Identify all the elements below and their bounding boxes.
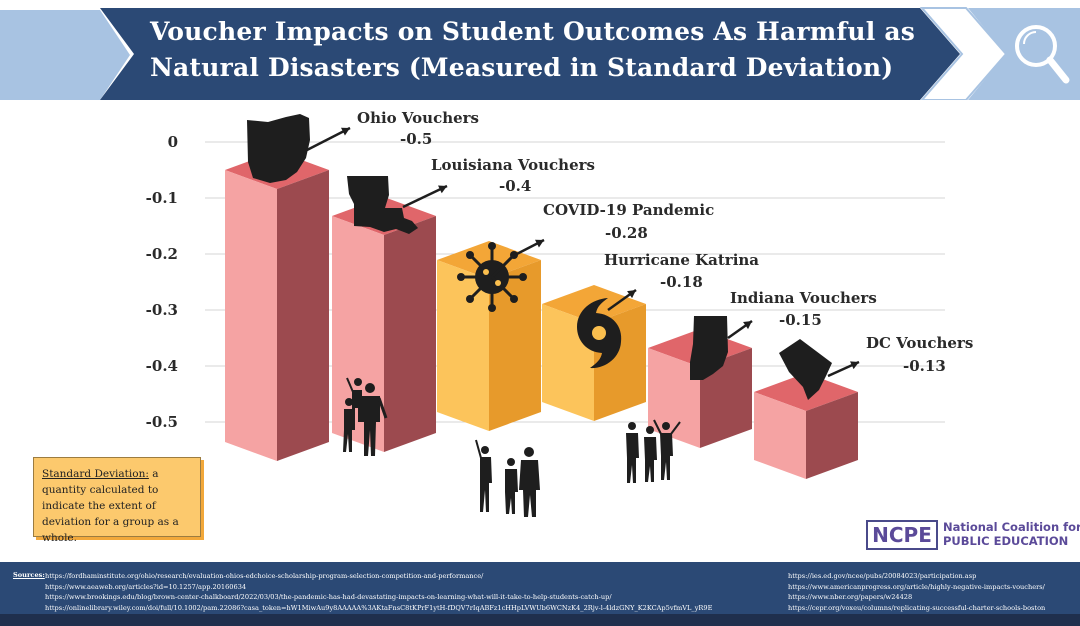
bar-side-face: [277, 170, 329, 461]
title-line-1: Voucher Impacts on Student Outcomes As H…: [150, 17, 916, 46]
bar: [437, 241, 541, 431]
definition-term: Standard Deviation:: [42, 468, 149, 480]
ncpe-logo: NCPE National Coalition for PUBLIC EDUCA…: [866, 520, 1080, 550]
arrow-head: [535, 239, 544, 248]
bar-side-face: [384, 216, 436, 452]
definition-box: Standard Deviation: a quantity calculate…: [33, 457, 201, 544]
header-right-panel: [968, 8, 1080, 100]
value-label: -0.18: [660, 273, 703, 291]
bar-labels: Ohio Vouchers -0.5 Louisiana Vouchers -0.4 C…: [306, 109, 973, 378]
source-link[interactable]: https://www.americanprogress.org/article…: [788, 582, 1045, 591]
y-tick-label: -0.4: [146, 357, 178, 375]
virus-icon: [457, 242, 527, 312]
dc-map-icon: [779, 339, 832, 400]
ohio-map-icon: [247, 114, 310, 183]
indiana-map-icon: [690, 316, 728, 380]
value-label: -0.5: [400, 130, 432, 148]
arrow-head: [743, 321, 752, 330]
logo-abbr: NCPE: [866, 520, 938, 550]
category-label: COVID-19 Pandemic: [543, 201, 714, 219]
value-label: -0.28: [605, 224, 648, 242]
footer-bottom-bar: [0, 614, 1080, 626]
value-label: -0.15: [779, 311, 822, 329]
y-tick-label: -0.3: [146, 301, 178, 319]
arrow-head: [341, 127, 350, 136]
people-silhouette-icon: [475, 439, 540, 517]
definition-text: a quantity calculated to indicate the ex…: [42, 468, 179, 544]
header-banner: Voucher Impacts on Student Outcomes As H…: [0, 0, 1080, 100]
people-silhouette-icon: [626, 419, 681, 483]
source-link[interactable]: https://www.aeaweb.org/articles?id=10.12…: [45, 582, 247, 591]
sources-label: Sources:: [13, 571, 45, 579]
category-label: Ohio Vouchers: [357, 109, 479, 127]
arrow-head: [438, 185, 447, 194]
source-link[interactable]: https://cepr.org/voxeu/columns/replicati…: [788, 603, 1046, 612]
header-shapes: [0, 0, 1080, 100]
logo-line-2: PUBLIC EDUCATION: [943, 534, 1069, 548]
bar-side-face: [806, 392, 858, 479]
people-silhouette-icon: [343, 377, 388, 456]
category-label: Hurricane Katrina: [604, 251, 759, 269]
y-tick-label: -0.5: [146, 413, 178, 431]
source-link[interactable]: https://fordhaminstitute.org/ohio/resear…: [45, 572, 484, 580]
category-label: DC Vouchers: [866, 334, 973, 352]
bar-front-face: [332, 216, 384, 452]
bar: [225, 151, 329, 461]
arrow-icon: [402, 184, 448, 209]
y-tick-label: 0: [168, 133, 178, 151]
source-link[interactable]: https://onlinelibrary.wiley.com/doi/full…: [45, 603, 713, 612]
value-label: -0.13: [903, 357, 946, 375]
hurricane-icon: [577, 298, 622, 369]
bar-front-face: [225, 170, 277, 461]
value-label: -0.4: [499, 177, 531, 195]
source-link[interactable]: https://www.brookings.edu/blog/brown-cen…: [45, 593, 612, 601]
arrow-head: [850, 361, 859, 370]
search-icon: [1015, 25, 1070, 84]
bar-front-face: [648, 348, 700, 448]
bars: [225, 151, 858, 479]
y-tick-label: -0.2: [146, 245, 178, 263]
source-link[interactable]: https://www.nber.org/papers/w24428: [788, 593, 913, 601]
title-line-2: Natural Disasters (Measured in Standard …: [150, 53, 894, 82]
page-title: Voucher Impacts on Student Outcomes As H…: [150, 14, 930, 86]
arrow-icon: [306, 126, 351, 152]
sources-left: https://fordhaminstitute.org/ohio/resear…: [45, 571, 745, 613]
header-right-chevron: [919, 7, 1008, 100]
header-left-chevron: [0, 10, 130, 100]
header-title-band: [100, 8, 960, 100]
arrow-head: [627, 290, 636, 299]
people: [343, 377, 681, 517]
bar-front-face: [437, 260, 489, 431]
bar-chart: 0 -0.1 -0.2 -0.3 -0.4 -0.5: [146, 109, 973, 517]
category-label: Indiana Vouchers: [730, 289, 877, 307]
logo-line-1: National Coalition for: [943, 520, 1080, 534]
bar-side-face: [489, 260, 541, 431]
category-label: Louisiana Vouchers: [431, 156, 595, 174]
bar-front-face: [754, 392, 806, 479]
y-tick-label: -0.1: [146, 189, 178, 207]
louisiana-map-icon: [347, 176, 418, 234]
icons: [247, 114, 832, 400]
sources-right: https://ies.ed.gov/ncee/pubs/20084023/pa…: [788, 571, 1073, 613]
source-link[interactable]: https://ies.ed.gov/ncee/pubs/20084023/pa…: [788, 572, 977, 580]
